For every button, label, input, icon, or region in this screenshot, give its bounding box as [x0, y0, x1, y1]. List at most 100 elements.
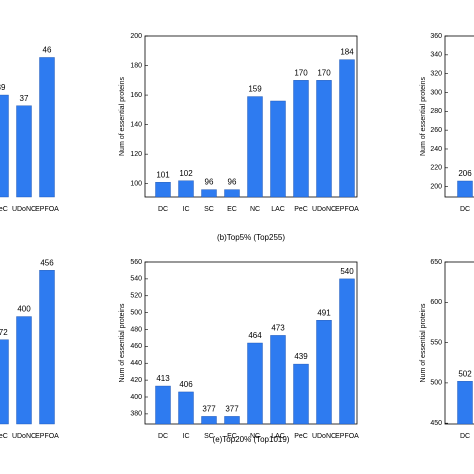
bar [457, 180, 473, 198]
x-tick-label: UDoNC [12, 206, 36, 213]
x-tick-label: EC [227, 433, 237, 440]
x-tick-label: NC [250, 433, 260, 440]
y-tick-label: 220 [430, 165, 442, 172]
chart-title: (b)Top5% (Top255) [217, 233, 285, 242]
bar [293, 80, 309, 198]
bar [339, 278, 355, 425]
x-tick-label: NC [250, 206, 260, 213]
value-label: 377 [225, 405, 239, 414]
value-label: 37 [20, 94, 29, 103]
y-tick-label: 500 [430, 380, 442, 387]
value-label: 96 [228, 178, 237, 187]
chart-title: (e)Top20% (Top1019) [213, 435, 290, 444]
x-tick-label: PeC [294, 433, 308, 440]
y-tick-label: 120 [130, 151, 142, 158]
y-tick-label: 550 [430, 339, 442, 346]
y-tick-label: 160 [130, 92, 142, 99]
bar [178, 180, 194, 198]
y-tick-label: 240 [430, 146, 442, 153]
y-tick-label: 360 [430, 33, 442, 40]
x-tick-label: EPFOA [35, 206, 59, 213]
y-tick-label: 340 [430, 52, 442, 59]
bar [270, 335, 286, 425]
y-tick-label: 420 [130, 377, 142, 384]
bar [155, 385, 171, 425]
y-tick-label: 650 [430, 259, 442, 266]
value-label: 502 [458, 369, 472, 378]
y-tick-label: 320 [430, 71, 442, 78]
x-tick-label: UDoNC [12, 433, 36, 440]
value-label: 456 [40, 258, 54, 267]
y-tick-label: 480 [130, 326, 142, 333]
y-tick-label: 380 [130, 411, 142, 418]
bar [224, 416, 240, 425]
x-tick-label: PeC [294, 206, 308, 213]
x-tick-label: DC [158, 206, 168, 213]
value-label: 491 [317, 308, 331, 317]
value-label: 464 [248, 331, 262, 340]
bar [0, 94, 9, 198]
value-label: 184 [340, 48, 354, 57]
x-tick-label: IC [183, 206, 190, 213]
bar [316, 80, 332, 198]
y-tick-label: 500 [130, 309, 142, 316]
value-label: 101 [156, 170, 170, 179]
y-axis-label: Num of essential proteins [420, 77, 427, 156]
y-tick-label: 600 [430, 299, 442, 306]
bar [247, 96, 263, 198]
value-label: 473 [271, 324, 285, 333]
bar [201, 189, 217, 198]
y-tick-label: 100 [130, 181, 142, 188]
y-tick-label: 560 [130, 259, 142, 266]
y-tick-label: 180 [130, 62, 142, 69]
bar [155, 182, 171, 198]
bar [39, 57, 55, 198]
bar [270, 100, 286, 198]
y-tick-label: 440 [130, 360, 142, 367]
y-tick-label: 300 [430, 89, 442, 96]
y-tick-label: 450 [430, 420, 442, 427]
value-label: 206 [458, 169, 472, 178]
y-tick-label: 200 [430, 183, 442, 190]
x-tick-label: UDoNC [312, 433, 336, 440]
bar [201, 416, 217, 425]
value-label: 413 [156, 374, 170, 383]
y-tick-label: 260 [430, 127, 442, 134]
x-tick-label: LAC [271, 433, 285, 440]
value-label: 170 [317, 68, 331, 77]
y-tick-label: 520 [130, 293, 142, 300]
y-tick-label: 540 [130, 276, 142, 283]
bar [39, 270, 55, 425]
value-label: 377 [202, 405, 216, 414]
x-tick-label: DC [460, 433, 470, 440]
value-label: 400 [17, 305, 31, 314]
x-tick-label: EC [227, 206, 237, 213]
value-label: 372 [0, 328, 8, 337]
x-tick-label: PeC [0, 433, 8, 440]
bar [16, 316, 32, 425]
x-tick-label: EPFOA [335, 433, 359, 440]
value-label: 102 [179, 169, 193, 178]
value-label: 46 [43, 46, 52, 55]
value-label: 406 [179, 380, 193, 389]
value-label: 540 [340, 267, 354, 276]
value-label: 39 [0, 83, 6, 92]
bar [178, 391, 194, 425]
value-label: 439 [294, 352, 308, 361]
y-axis-label: Num of essential proteins [420, 303, 427, 382]
y-tick-label: 200 [130, 33, 142, 40]
bar [16, 105, 32, 198]
value-label: 170 [294, 68, 308, 77]
x-tick-label: UDoNC [312, 206, 336, 213]
value-label: 96 [205, 178, 214, 187]
x-tick-label: PeC [0, 206, 8, 213]
x-tick-label: LAC [271, 206, 285, 213]
x-tick-label: DC [158, 433, 168, 440]
x-tick-label: SC [204, 433, 214, 440]
x-tick-label: IC [183, 433, 190, 440]
y-axis-label: Num of essential proteins [119, 77, 126, 156]
x-tick-label: SC [204, 206, 214, 213]
y-axis-label: Num of essential proteins [119, 303, 126, 382]
